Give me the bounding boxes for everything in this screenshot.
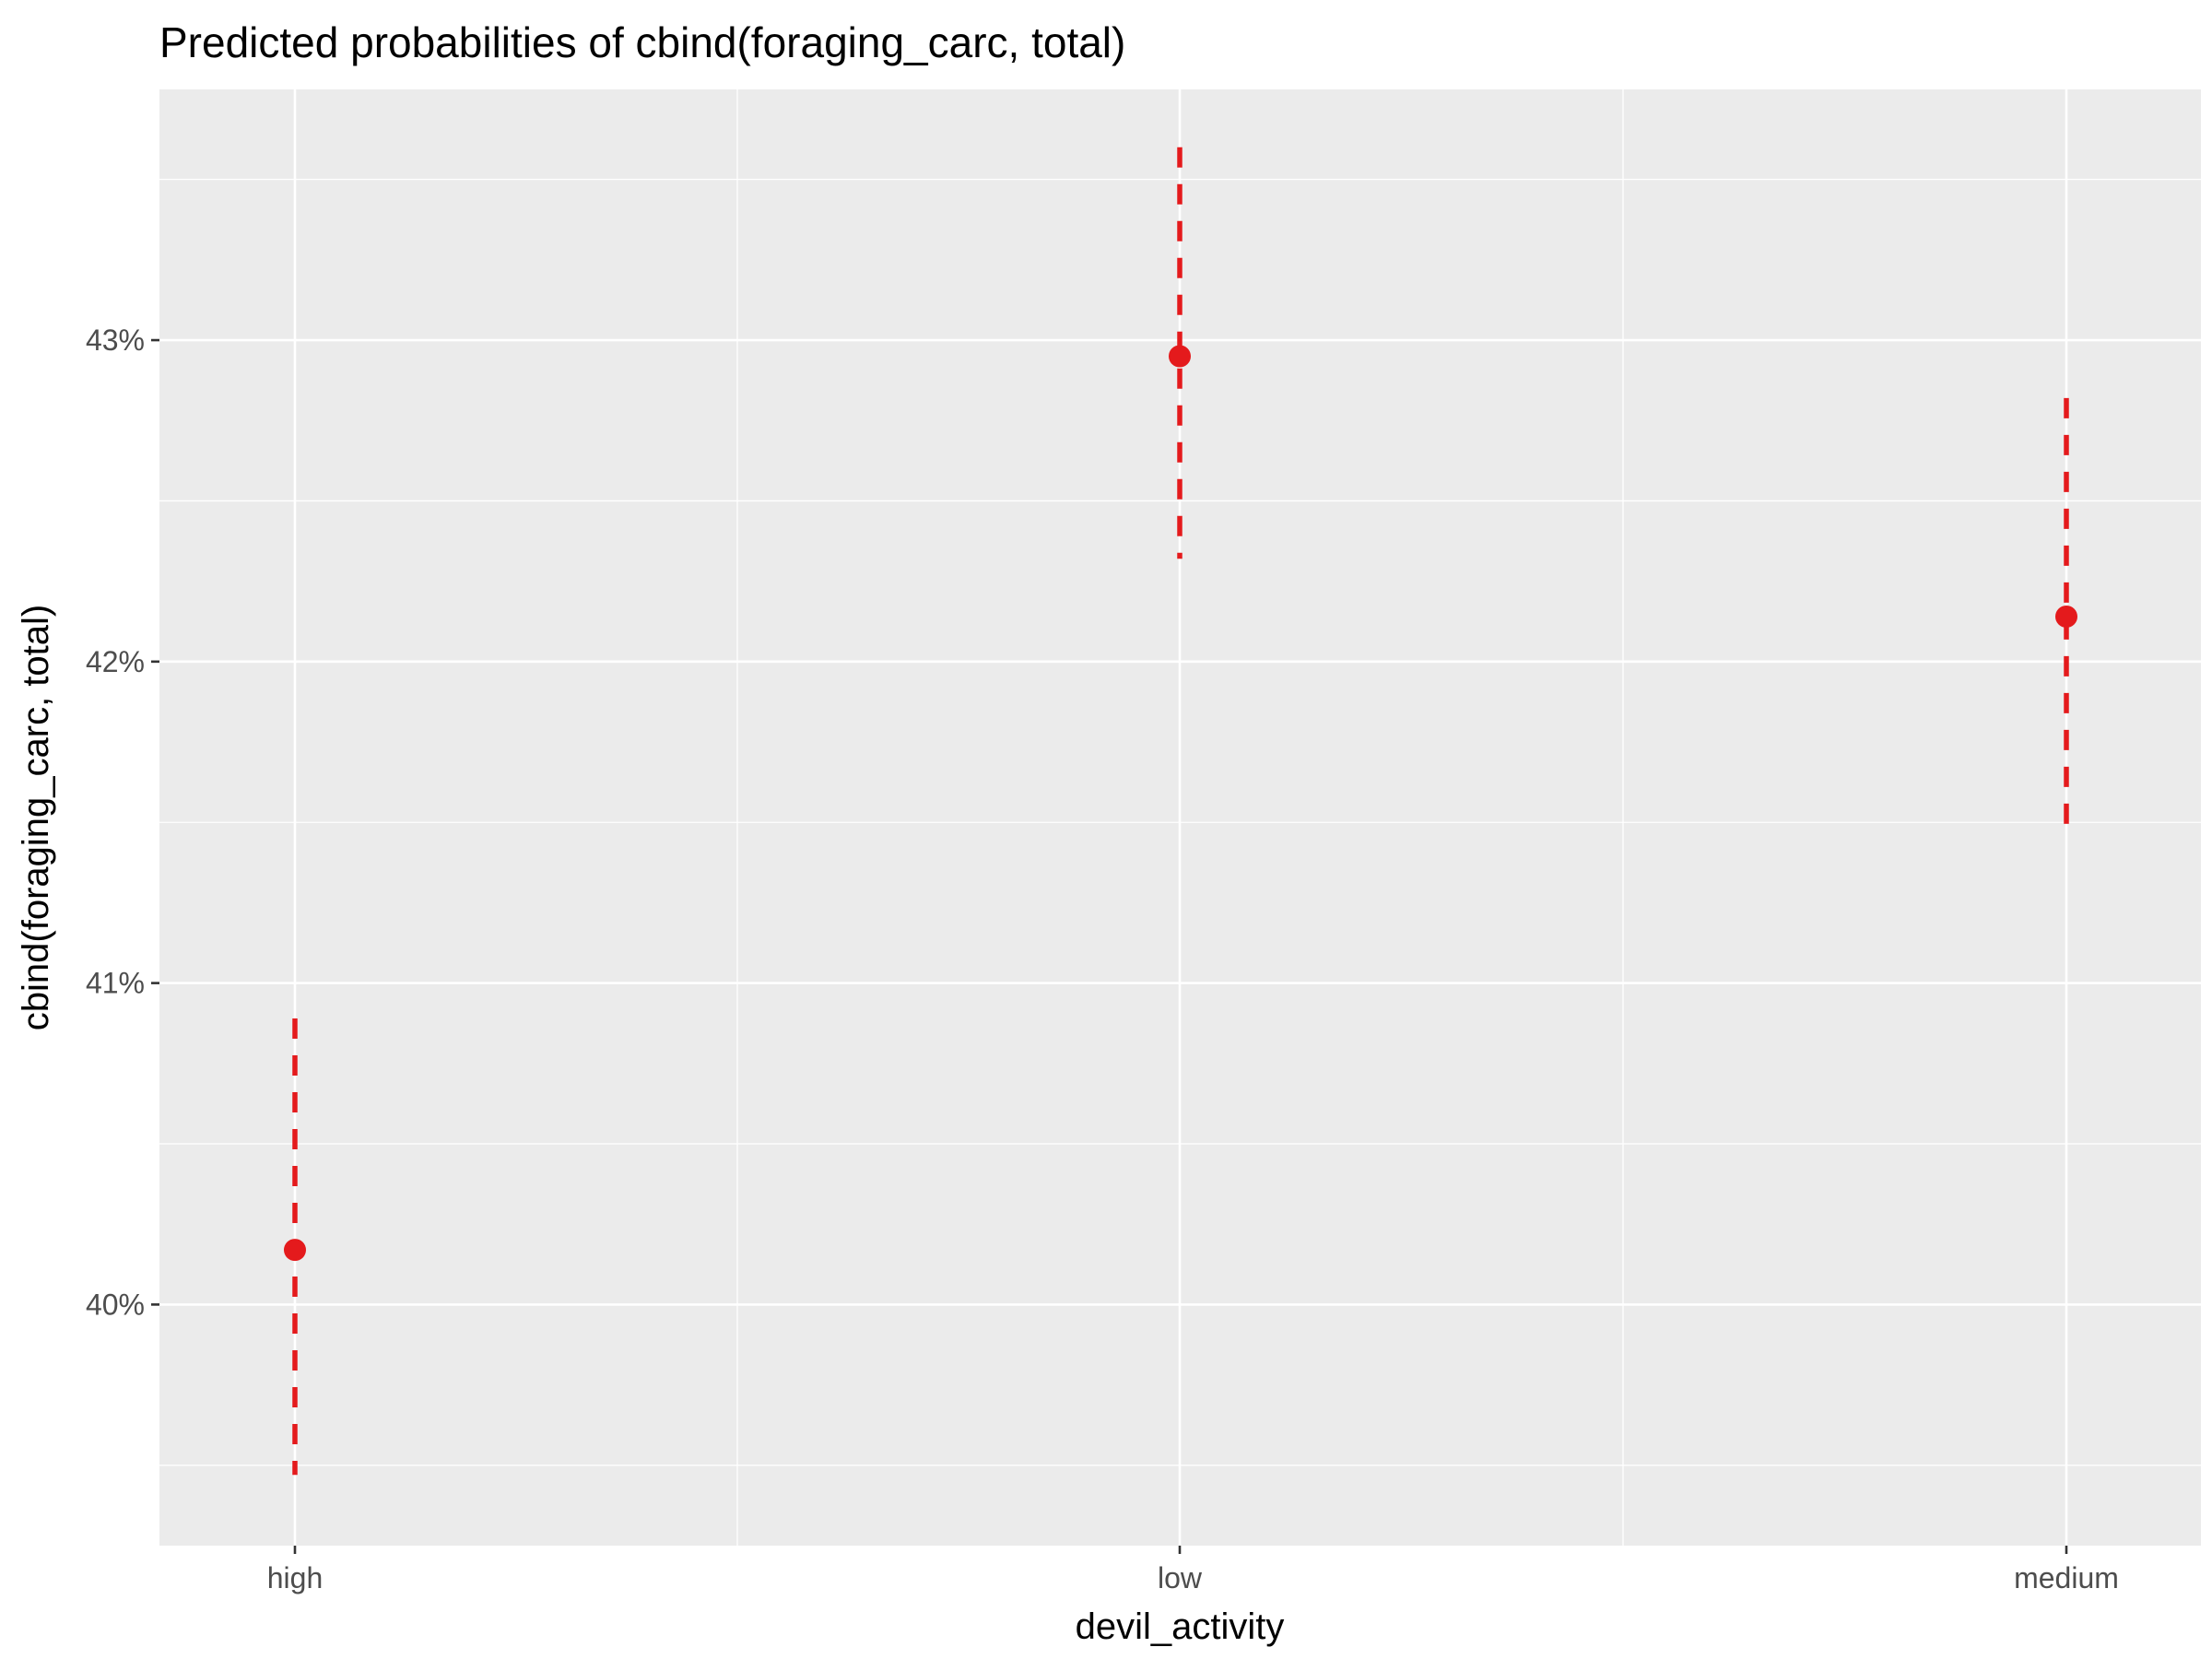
x-axis-title: devil_activity — [1076, 1606, 1285, 1647]
data-point-medium — [2055, 606, 2077, 629]
data-point-high — [284, 1239, 306, 1262]
chart-title: Predicted probabilities of cbind(foragin… — [159, 18, 1125, 66]
y-axis: 40% 41% 42% 43% — [86, 324, 159, 1321]
y-tick-label-3: 43% — [86, 324, 145, 357]
data-point-low — [1169, 345, 1191, 368]
x-axis: high low medium — [267, 1546, 2119, 1594]
y-tick-label-2: 42% — [86, 645, 145, 678]
y-tick-label-1: 41% — [86, 967, 145, 1000]
y-tick-label-0: 40% — [86, 1288, 145, 1321]
y-axis-title: cbind(foraging_carc, total) — [16, 605, 56, 1030]
data-points — [284, 345, 2077, 1262]
x-tick-label-medium: medium — [2014, 1561, 2119, 1594]
x-tick-label-high: high — [267, 1561, 324, 1594]
x-tick-label-low: low — [1158, 1561, 1203, 1594]
